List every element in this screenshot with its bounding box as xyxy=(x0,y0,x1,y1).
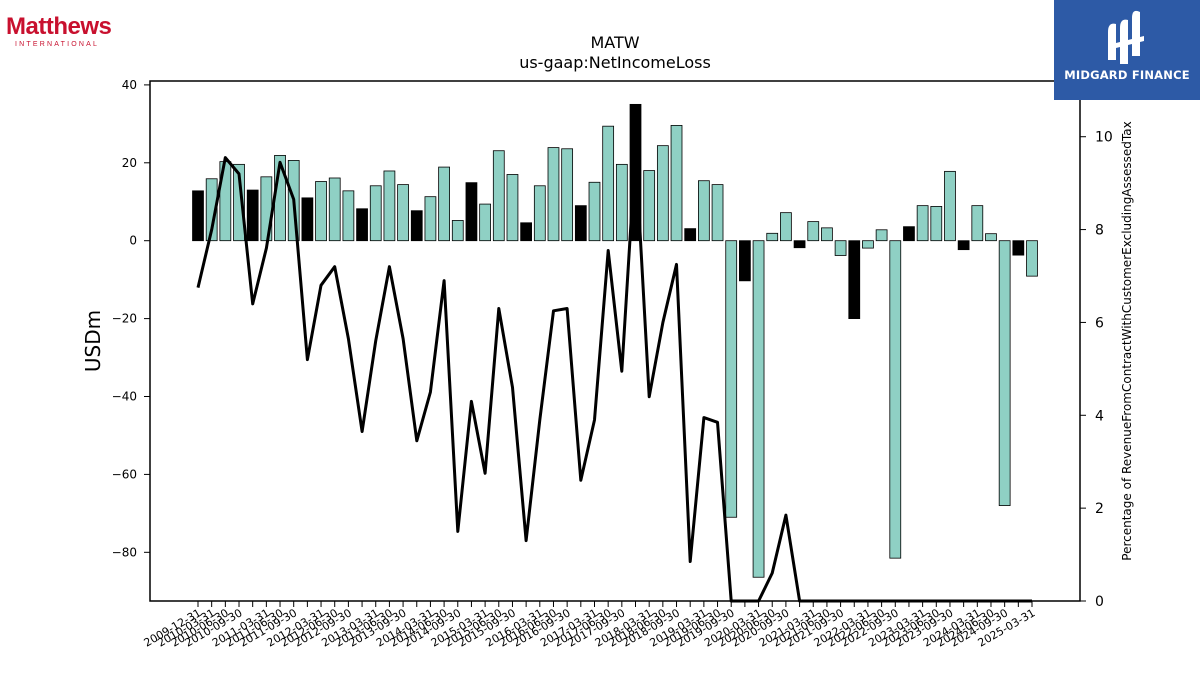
bar xyxy=(1012,240,1025,256)
y2-tick-label: 4 xyxy=(1095,408,1104,424)
bar xyxy=(889,240,902,559)
bar xyxy=(602,125,615,242)
y-axis-right: 0 2 4 6 8 10 xyxy=(1080,130,1113,610)
bar xyxy=(862,240,874,249)
bar xyxy=(985,233,997,242)
bar xyxy=(916,205,929,242)
bar xyxy=(192,190,204,242)
matthews-subline: INTERNATIONAL xyxy=(15,41,100,48)
x-axis: 2009-12-312010-03-312010-06-302010-09-30… xyxy=(142,601,1038,650)
bar xyxy=(944,170,956,242)
y-tick-label: −60 xyxy=(112,467,137,481)
bar xyxy=(766,232,779,242)
bar xyxy=(588,181,601,242)
y-axis-label: USDm xyxy=(81,310,105,372)
bar xyxy=(834,240,847,256)
chart-title: MATW xyxy=(590,33,639,52)
y-tick-label: −80 xyxy=(112,545,137,559)
y-tick-label: 0 xyxy=(129,234,137,248)
y-tick-label: 40 xyxy=(122,78,137,92)
bar xyxy=(492,150,505,242)
bar xyxy=(424,196,437,242)
bar xyxy=(561,148,574,242)
y2-tick-label: 2 xyxy=(1095,501,1104,517)
midgard-logo: MIDGARD FINANCE xyxy=(1054,0,1200,100)
bar xyxy=(246,189,259,242)
y-axis-left: 40 20 0 −20 −40 −60 −80 xyxy=(112,78,150,559)
bar xyxy=(438,166,450,242)
bar xyxy=(698,180,710,242)
bar xyxy=(739,240,751,282)
bar xyxy=(383,170,396,242)
plot-frame xyxy=(149,80,1081,602)
bar xyxy=(205,178,218,242)
bar xyxy=(520,222,532,242)
bar xyxy=(807,221,820,242)
bar xyxy=(998,240,1011,506)
y-tick-label: −40 xyxy=(112,390,137,404)
bar xyxy=(547,147,560,242)
bar xyxy=(328,177,341,242)
y2-tick-label: 0 xyxy=(1095,594,1104,610)
bar-group xyxy=(192,103,1038,578)
matthews-wordmark: Matthews xyxy=(6,13,112,40)
y2-tick-label: 6 xyxy=(1095,315,1104,331)
midgard-name: MIDGARD FINANCE xyxy=(1064,68,1190,82)
bar xyxy=(506,174,519,242)
bar xyxy=(301,197,314,242)
bar xyxy=(342,190,355,242)
bar xyxy=(752,240,765,578)
bar xyxy=(971,205,984,242)
chart-subtitle: us-gaap:NetIncomeLoss xyxy=(519,53,711,72)
y-tick-label: 20 xyxy=(122,156,137,170)
midgard-mark-icon xyxy=(1108,10,1144,64)
bar xyxy=(684,228,697,242)
bar xyxy=(465,182,478,242)
bar xyxy=(615,163,628,242)
bar xyxy=(479,203,491,242)
bar xyxy=(233,163,245,242)
y-tick-label: −20 xyxy=(112,312,137,326)
bar xyxy=(410,210,423,242)
bar xyxy=(725,240,738,518)
bar xyxy=(643,170,656,242)
bar xyxy=(574,205,587,242)
bar xyxy=(670,125,683,242)
bar xyxy=(821,227,833,242)
y2-axis-label: Percentage of RevenueFromContractWithCus… xyxy=(1120,121,1134,560)
bar xyxy=(930,206,943,242)
bar xyxy=(397,184,409,242)
bar xyxy=(780,212,792,242)
bar xyxy=(848,240,861,320)
bar xyxy=(711,184,724,242)
bar xyxy=(875,229,888,242)
bar xyxy=(315,181,327,242)
bar xyxy=(793,240,806,249)
bar xyxy=(957,240,970,251)
y2-tick-label: 8 xyxy=(1095,223,1104,239)
bar xyxy=(356,208,368,242)
bar xyxy=(656,145,669,242)
bar xyxy=(903,226,915,242)
bar xyxy=(533,185,546,242)
bar xyxy=(1026,240,1038,277)
bar xyxy=(369,185,382,242)
y2-tick-label: 10 xyxy=(1095,130,1113,146)
matthews-logo: Matthews INTERNATIONAL xyxy=(6,13,112,49)
bar xyxy=(451,220,464,242)
